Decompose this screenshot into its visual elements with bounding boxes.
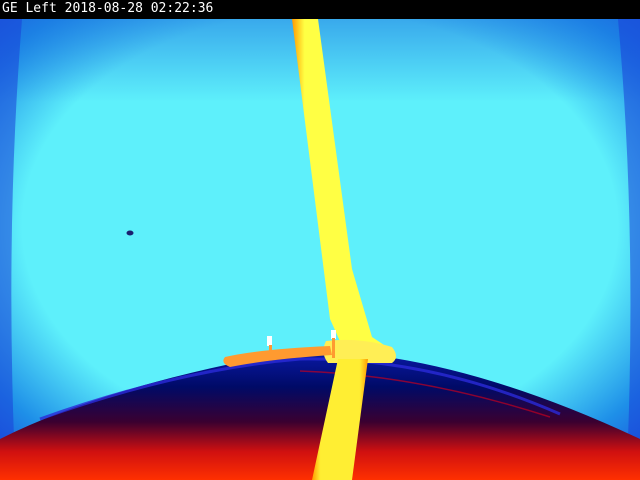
sky-right-edge (618, 19, 640, 449)
sky-left-edge (0, 19, 22, 449)
wing-strut (292, 19, 396, 359)
capture-time: 02:22:36 (150, 1, 214, 16)
horizon-highlight (299, 370, 551, 418)
bird-speck (126, 230, 134, 236)
strut-fitting-left (223, 346, 332, 367)
lower-strut (312, 359, 368, 480)
timestamp-overlay: GE Left 2018-08-28 02:22:36 (2, 1, 213, 17)
strut-fairing (323, 339, 396, 363)
thermal-image (0, 19, 640, 480)
capture-date: 2018-08-28 (64, 1, 143, 16)
timestamp-overlay-bar: GE Left 2018-08-28 02:22:36 (0, 0, 640, 19)
horizon-line (39, 357, 561, 421)
thermal-scene (0, 19, 640, 480)
antenna-left (267, 336, 272, 359)
antenna-right (331, 330, 336, 358)
camera-label: GE Left (2, 1, 57, 16)
